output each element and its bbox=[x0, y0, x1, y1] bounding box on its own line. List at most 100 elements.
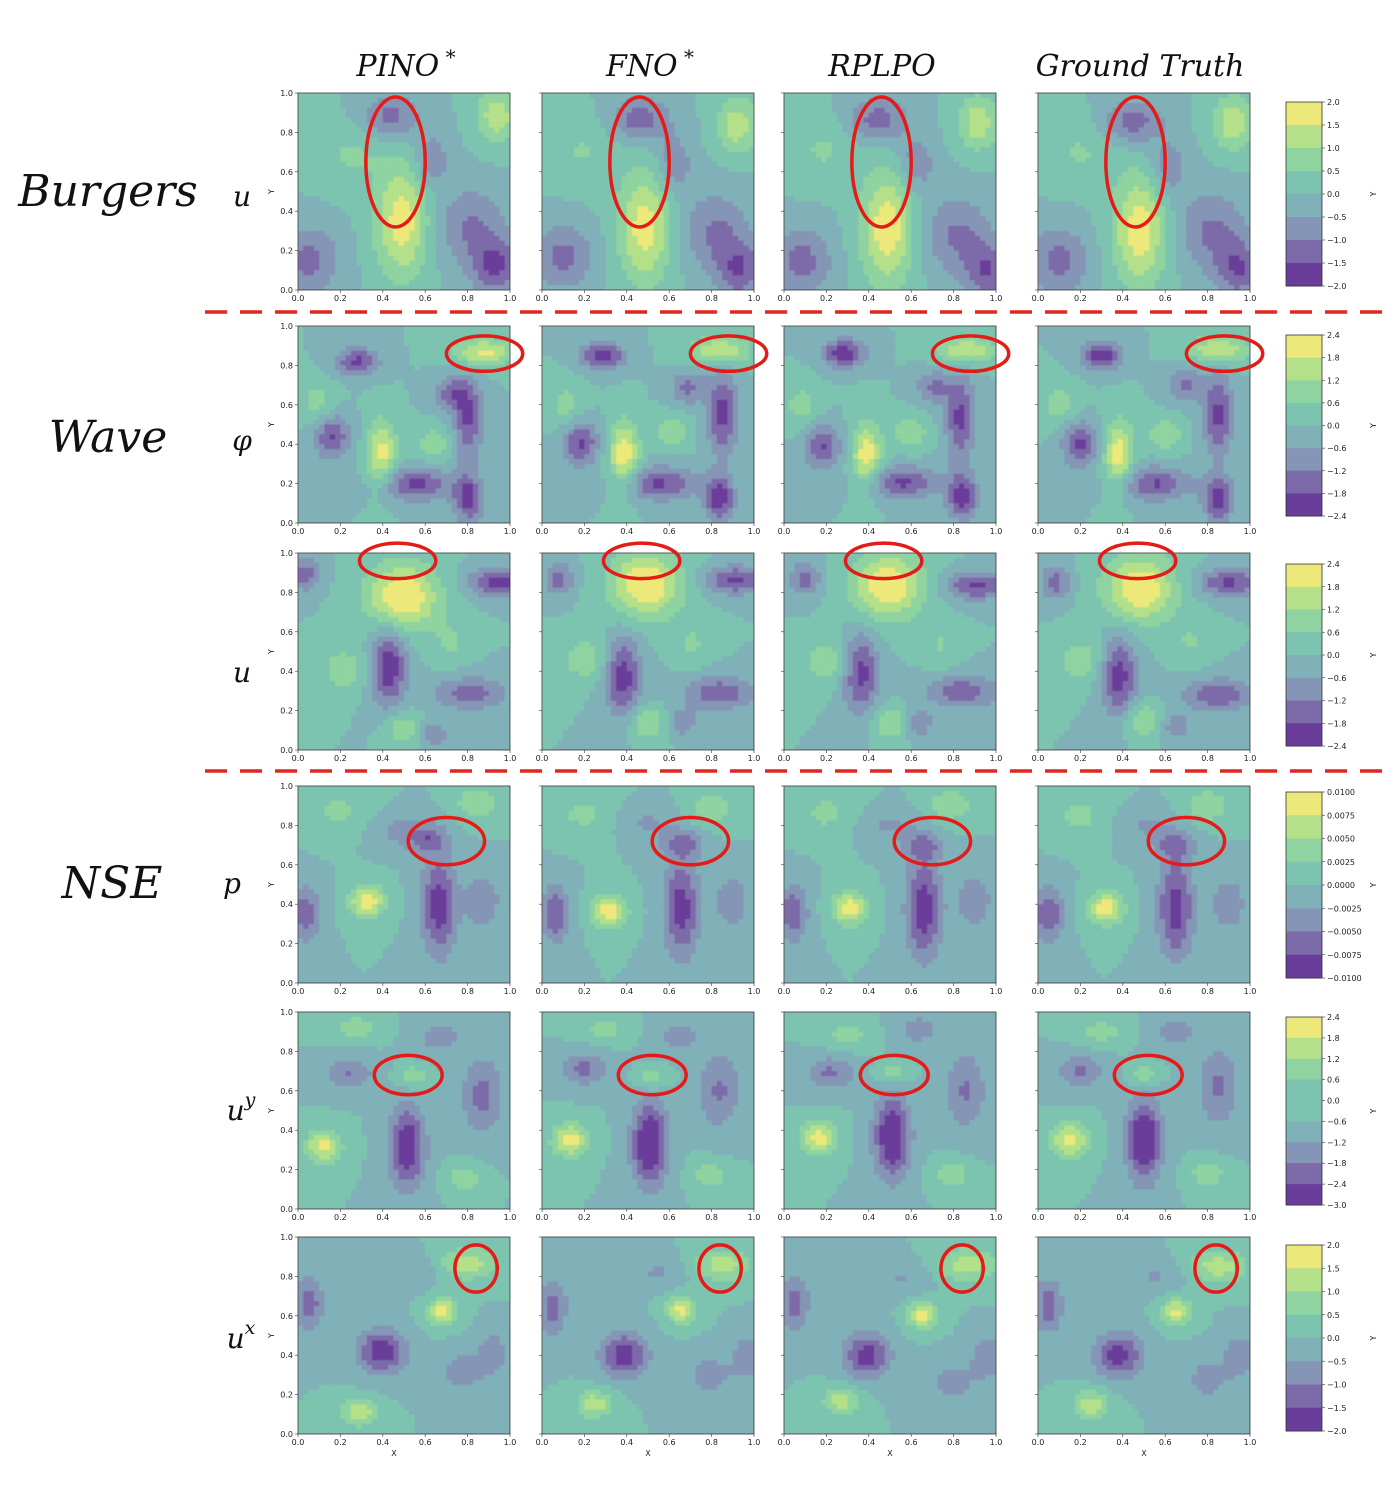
contour-cell bbox=[932, 255, 939, 262]
contour-cell bbox=[784, 181, 790, 188]
contour-cell bbox=[313, 152, 320, 158]
contour-cell bbox=[784, 250, 790, 257]
contour-cell bbox=[711, 201, 718, 207]
contour-cell bbox=[799, 196, 806, 202]
contour-cell bbox=[716, 112, 723, 119]
contour-cell bbox=[874, 211, 880, 217]
contour-cell bbox=[356, 176, 363, 183]
contour-cell bbox=[329, 142, 336, 148]
contour-cell bbox=[916, 166, 923, 173]
contour-cell bbox=[388, 255, 394, 262]
contour-cell bbox=[451, 196, 458, 202]
contour-cell bbox=[879, 196, 886, 202]
contour-cell bbox=[430, 265, 437, 271]
contour-cell bbox=[488, 127, 495, 133]
contour-cell bbox=[388, 93, 394, 99]
contour-cell bbox=[595, 260, 601, 266]
contour-cell bbox=[372, 127, 379, 133]
contour-cell bbox=[542, 206, 548, 212]
contour-cell bbox=[685, 97, 691, 104]
contour-cell bbox=[969, 201, 976, 207]
contour-fill bbox=[784, 93, 996, 290]
contour-cell bbox=[483, 265, 490, 271]
contour-cell bbox=[1043, 171, 1050, 178]
contour-cell bbox=[377, 221, 384, 227]
contour-cell bbox=[616, 265, 623, 271]
contour-cell bbox=[663, 97, 670, 104]
contour-cell bbox=[727, 132, 734, 138]
contour-cell bbox=[921, 196, 928, 202]
contour-cell bbox=[494, 201, 500, 207]
contour-cell bbox=[974, 102, 981, 109]
contour-cell bbox=[366, 93, 373, 99]
contour-cell bbox=[847, 270, 854, 276]
contour-cell bbox=[595, 216, 601, 222]
contour-cell bbox=[547, 206, 554, 212]
contour-cell bbox=[329, 285, 336, 290]
contour-cell bbox=[1048, 176, 1055, 183]
contour-cell bbox=[916, 147, 923, 153]
contour-cell bbox=[852, 275, 859, 281]
contour-cell bbox=[937, 181, 944, 188]
contour-cell bbox=[308, 211, 315, 217]
contour-cell bbox=[478, 265, 485, 271]
contour-cell bbox=[679, 122, 686, 129]
contour-cell bbox=[642, 161, 649, 168]
contour-cell bbox=[953, 221, 960, 227]
contour-cell bbox=[642, 127, 649, 133]
contour-cell bbox=[784, 201, 790, 207]
contour-cell bbox=[632, 161, 638, 168]
contour-cell bbox=[1048, 142, 1055, 148]
contour-cell bbox=[435, 211, 442, 217]
contour-cell bbox=[884, 285, 891, 290]
contour-cell bbox=[632, 127, 638, 133]
contour-cell bbox=[985, 285, 992, 290]
contour-cell bbox=[616, 127, 623, 133]
contour-cell bbox=[542, 112, 548, 119]
contour-cell bbox=[927, 270, 933, 276]
contour-cell bbox=[716, 122, 723, 129]
contour-cell bbox=[414, 152, 421, 158]
contour-cell bbox=[927, 235, 933, 242]
contour-cell bbox=[393, 191, 400, 198]
contour-cell bbox=[805, 107, 812, 114]
contour-cell bbox=[958, 186, 965, 193]
contour-cell bbox=[805, 225, 812, 232]
contour-cell bbox=[805, 157, 812, 163]
contour-cell bbox=[298, 102, 304, 109]
contour-cell bbox=[504, 265, 510, 271]
contour-cell bbox=[852, 225, 859, 232]
contour-cell bbox=[884, 97, 891, 104]
contour-cell bbox=[589, 137, 596, 143]
contour-cell bbox=[451, 191, 458, 198]
contour-cell bbox=[732, 102, 739, 109]
contour-cell bbox=[472, 161, 479, 168]
contour-cell bbox=[868, 181, 875, 188]
contour-cell bbox=[584, 166, 591, 173]
contour-cell bbox=[669, 191, 676, 198]
contour-cell bbox=[799, 147, 806, 153]
contour-cell bbox=[821, 142, 827, 148]
contour-cell bbox=[595, 196, 601, 202]
contour-cell bbox=[483, 157, 490, 163]
contour-cell bbox=[821, 107, 827, 114]
contour-cell bbox=[727, 250, 734, 257]
contour-cell bbox=[377, 132, 384, 138]
contour-cell bbox=[837, 285, 843, 290]
contour-cell bbox=[457, 235, 463, 242]
contour-cell bbox=[821, 186, 827, 193]
contour-cell bbox=[837, 176, 843, 183]
contour-cell bbox=[799, 225, 806, 232]
contour-cell bbox=[695, 191, 702, 198]
contour-cell bbox=[932, 280, 939, 286]
contour-cell bbox=[868, 255, 875, 262]
contour-cell bbox=[494, 93, 500, 99]
contour-cell bbox=[916, 132, 923, 138]
contour-cell bbox=[648, 211, 654, 217]
contour-cell bbox=[831, 171, 838, 178]
contour-cell bbox=[921, 132, 928, 138]
contour-cell bbox=[388, 221, 394, 227]
contour-cell bbox=[573, 285, 580, 290]
contour-cell bbox=[478, 117, 485, 124]
contour-cell bbox=[674, 186, 681, 193]
